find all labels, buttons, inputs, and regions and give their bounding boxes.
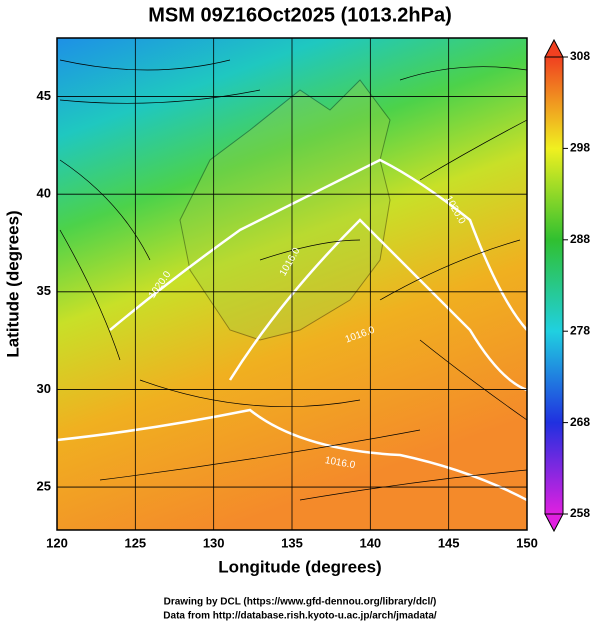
colorbar-tick-label: 268 [570, 415, 590, 429]
contour-label: 1016.0 [324, 455, 356, 471]
y-tick-label: 25 [37, 478, 51, 493]
x-tick-label: 120 [46, 535, 68, 550]
contour [57, 408, 527, 502]
y-axis-label: Latitude (degrees) [3, 210, 22, 357]
colorbar-min-arrow [544, 513, 564, 533]
x-axis-label: Longitude (degrees) [218, 557, 381, 576]
y-tick-label: 30 [37, 381, 51, 396]
contour [109, 158, 527, 331]
x-tick-label: 150 [516, 535, 538, 550]
colorbar-tick-label: 308 [570, 49, 590, 63]
colorbar-tick-label: 288 [570, 232, 590, 246]
colorbar-tick-label: 298 [570, 141, 590, 155]
title: MSM 09Z16Oct2025 (1013.2hPa) [148, 4, 452, 26]
colorbar [544, 56, 564, 515]
colorbar-max-arrow [544, 38, 564, 58]
y-tick-label: 40 [37, 186, 51, 201]
x-tick-label: 145 [438, 535, 460, 550]
colorbar-tick-label: 278 [570, 323, 590, 337]
y-tick-label: 45 [37, 88, 51, 103]
contour [228, 218, 527, 392]
land [179, 79, 391, 341]
x-tick-label: 125 [124, 535, 146, 550]
y-tick-label: 35 [37, 283, 51, 298]
credit: Drawing by DCL (https://www.gfd-dennou.o… [164, 597, 437, 608]
x-tick-label: 140 [359, 535, 381, 550]
credit: Data from http://database.rish.kyoto-u.a… [163, 611, 437, 622]
x-tick-label: 135 [281, 535, 303, 550]
colorbar-tick-label: 258 [570, 506, 590, 520]
x-tick-label: 130 [203, 535, 225, 550]
